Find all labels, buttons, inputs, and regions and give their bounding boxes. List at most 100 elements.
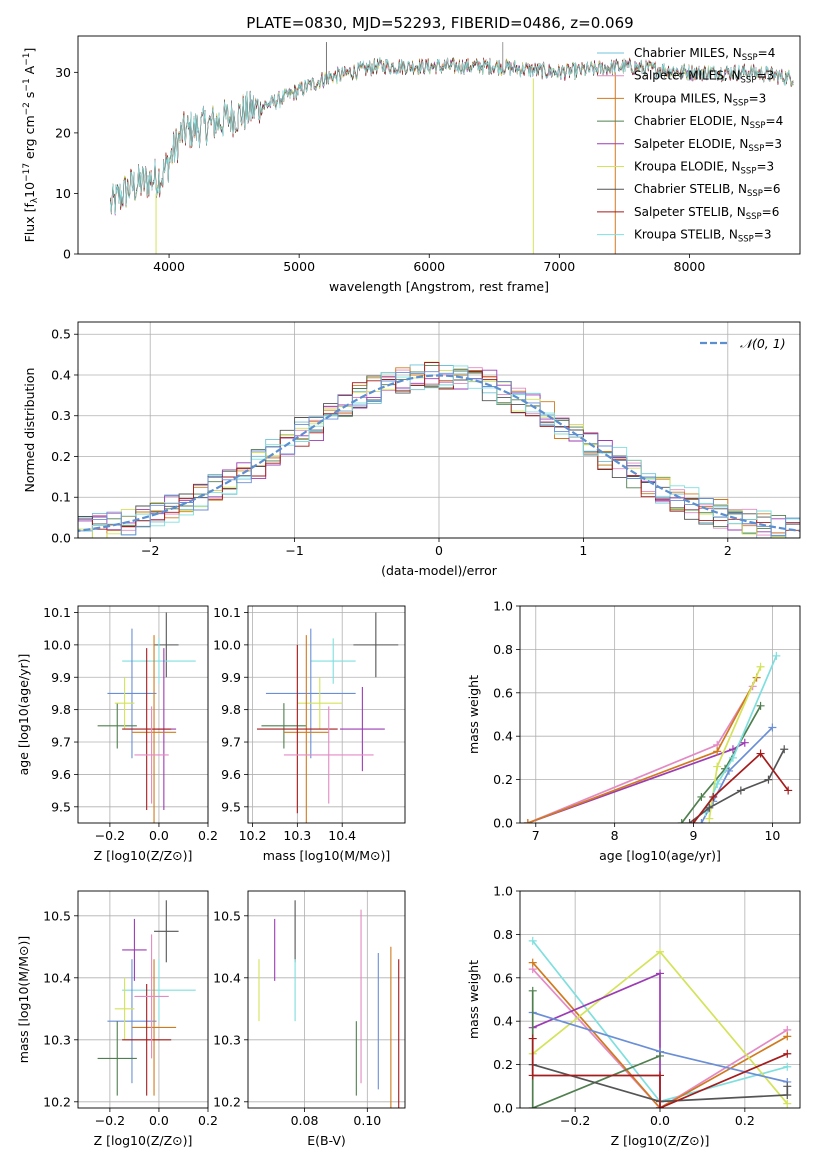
y-tick-label: 10 [55, 186, 71, 201]
y-tick-label: 0.1 [51, 490, 71, 505]
legend-label-value: =4 [766, 114, 784, 128]
legend-label: Salpeter ELODIE, NSSP=3 [634, 137, 782, 154]
x-tick-label: 10.3 [283, 828, 311, 843]
legend-label-subscript: SSP [747, 189, 763, 199]
x-axis-label: Z [log10(Z/Z⊙)] [94, 1133, 193, 1148]
panel-spectrum: 4000 5000 6000 7000 8000 0 10 20 30 wavelength [A… [22, 35, 801, 294]
y-tick-label: 9.6 [221, 767, 241, 782]
y-axis-label: age [log10(age/yr)] [16, 654, 31, 776]
y-tick-label: 9.5 [221, 799, 241, 814]
legend-label-subscript: SSP [750, 121, 766, 131]
legend-label: Salpeter MILES, NSSP=3 [634, 69, 774, 86]
x-tick-label: 8000 [674, 259, 706, 274]
x-tick-label: 0 [435, 543, 443, 558]
weight-marker [713, 779, 722, 788]
normal-curve [78, 374, 800, 533]
legend-label: Chabrier MILES, NSSP=4 [634, 46, 775, 63]
histogram-series [78, 362, 800, 538]
legend-label-value: =3 [756, 160, 774, 174]
weight-marker [783, 1090, 792, 1099]
axes-frame [77, 321, 801, 539]
x-tick-label: −0.2 [95, 1113, 125, 1128]
x-tick-label: 5000 [283, 259, 315, 274]
x-tick-label: 4000 [153, 259, 185, 274]
legend-label: Chabrier STELIB, NSSP=6 [634, 182, 781, 199]
weight-marker [768, 723, 777, 732]
weight-marker [772, 651, 781, 660]
weight-line [704, 655, 778, 813]
panel-age-vs-Z: −0.2 0.0 0.2 9.5 9.6 9.7 9.8 9.9 10.0 10.1 Z [log1… [16, 605, 218, 863]
legend-label: 𝒩(0, 1) [740, 336, 786, 351]
spectrum-model-line [110, 57, 794, 215]
axes-frame [77, 605, 209, 824]
weight-marker [783, 1099, 792, 1108]
plot-area [97, 612, 196, 823]
y-tick-label: 0.2 [51, 449, 71, 464]
plot-area [97, 900, 196, 1096]
y-tick-label: 1.0 [493, 884, 513, 899]
legend-label-subscript: SSP [741, 167, 757, 177]
weight-line [532, 1063, 789, 1103]
legend-label-subscript: SSP [738, 235, 754, 245]
x-tick-label: 0.10 [353, 1113, 381, 1128]
weight-marker [728, 753, 737, 762]
x-tick-label: 6000 [413, 259, 445, 274]
histogram-series [78, 365, 800, 538]
panel-weight-vs-age: 7 8 9 10 0.0 0.2 0.4 0.6 0.8 1.0 age [log10(age/yr… [466, 599, 801, 863]
weight-marker [756, 701, 765, 710]
y-tick-label: 30 [55, 65, 71, 80]
axes-frame [77, 890, 209, 1109]
x-axis-label: age [log10(age/yr)] [599, 848, 721, 863]
x-axis-label: Z [log10(Z/Z⊙)] [611, 1133, 710, 1148]
legend-label: Kroupa STELIB, NSSP=3 [634, 228, 772, 245]
legend-label-value: =3 [749, 91, 767, 105]
y-tick-label: 10.5 [43, 908, 71, 923]
weight-marker [784, 786, 793, 795]
x-tick-label: 7000 [543, 259, 575, 274]
x-axis-label: (data-model)/error [381, 563, 498, 578]
y-tick-label: 0.5 [51, 327, 71, 342]
y-tick-label: 9.8 [51, 702, 71, 717]
x-tick-label: 0.0 [149, 828, 169, 843]
legend-label-value: =3 [756, 69, 774, 83]
y-tick-label: 0.4 [493, 729, 513, 744]
y-tick-label: 0.6 [493, 685, 513, 700]
weight-marker [656, 947, 664, 956]
x-tick-label: 10.2 [239, 828, 267, 843]
x-axis-label: mass [log10(M/M⊙)] [263, 848, 391, 863]
x-tick-label: −0.2 [95, 828, 125, 843]
figure-title: PLATE=0830, MJD=52293, FIBERID=0486, z=0… [246, 14, 633, 32]
legend-label-value: =3 [754, 228, 772, 242]
y-tick-label: 10.2 [43, 1094, 71, 1109]
y-tick-label: 10.1 [213, 605, 241, 620]
axes-frame [247, 890, 406, 1109]
weight-marker [783, 1032, 792, 1041]
x-tick-label: 10.4 [328, 828, 356, 843]
x-tick-label: 0.0 [149, 1113, 169, 1128]
y-axis-label: mass [log10(M/M⊙)] [16, 936, 31, 1064]
y-tick-label: 0.0 [493, 1101, 513, 1116]
x-tick-label: 1 [579, 543, 587, 558]
weight-marker [523, 819, 532, 823]
y-tick-label: 9.5 [51, 799, 71, 814]
weight-marker [685, 819, 694, 823]
y-tick-label: 0.0 [51, 531, 71, 546]
panel-mass-vs-Z: −0.2 0.0 0.2 10.2 10.3 10.4 10.5 Z [log10(Z/Z⊙)… [16, 890, 218, 1148]
x-tick-label: 0.08 [291, 1113, 319, 1128]
weight-marker [528, 936, 537, 945]
y-tick-label: 0.2 [493, 772, 513, 787]
legend-label-subscript: SSP [733, 98, 749, 108]
y-tick-label: 9.6 [51, 767, 71, 782]
weight-marker [705, 803, 714, 812]
weight-marker [677, 819, 686, 823]
x-tick-label: 7 [532, 828, 540, 843]
weight-line [531, 990, 661, 1108]
weight-marker [656, 969, 664, 978]
legend-label-subscript: SSP [748, 144, 764, 154]
weight-marker [528, 1104, 537, 1108]
y-tick-label: 10.3 [43, 1032, 71, 1047]
legend-label-value: =4 [758, 46, 776, 60]
weight-marker [528, 958, 537, 967]
weight-marker [756, 749, 765, 758]
weight-marker [705, 814, 714, 823]
